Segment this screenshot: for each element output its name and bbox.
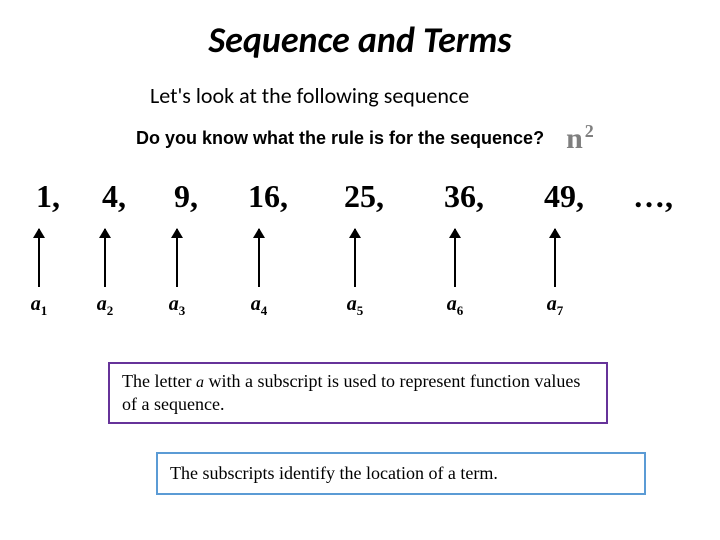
arrow-icon (176, 229, 178, 287)
seq-value: …, (633, 178, 673, 215)
subtitle: Let's look at the following sequence (150, 82, 720, 109)
arrow-icon (454, 229, 456, 287)
note1-italic-a: a (196, 374, 204, 391)
a-label: a5 (347, 293, 364, 319)
rule-formula: n2 (566, 121, 594, 156)
a-label: a1 (31, 293, 48, 319)
a-label: a2 (97, 293, 114, 319)
rule-base: n (566, 122, 583, 155)
seq-value: 49, (544, 178, 584, 215)
a-label: a7 (547, 293, 564, 319)
a-label: a3 (169, 293, 186, 319)
arrow-icon (354, 229, 356, 287)
a-label: a6 (447, 293, 464, 319)
arrow-icon (104, 229, 106, 287)
slide-title: Sequence and Terms (0, 0, 720, 62)
arrow-icon (554, 229, 556, 287)
seq-col: 9, a3 (150, 178, 222, 319)
arrow-icon (38, 229, 40, 287)
question-text: Do you know what the rule is for the seq… (136, 128, 544, 149)
seq-col: 16, a4 (222, 178, 314, 319)
seq-value: 1, (36, 178, 60, 215)
seq-value: 4, (102, 178, 126, 215)
seq-value: 16, (248, 178, 288, 215)
seq-value: 9, (174, 178, 198, 215)
a-label: a4 (251, 293, 268, 319)
seq-col: 4, a2 (78, 178, 150, 319)
seq-col: 49, a7 (514, 178, 614, 319)
sequence-row: 1, a1 4, a2 9, a3 16, a4 25, a5 36, a6 4… (0, 178, 720, 319)
seq-col: 25, a5 (314, 178, 414, 319)
seq-col: 36, a6 (414, 178, 514, 319)
seq-col: …, (614, 178, 692, 319)
seq-value: 36, (444, 178, 484, 215)
arrow-icon (258, 229, 260, 287)
note1-part1: The letter (122, 371, 196, 391)
note-box-1: The letter a with a subscript is used to… (108, 362, 608, 424)
rule-exponent: 2 (585, 121, 594, 141)
question-row: Do you know what the rule is for the seq… (136, 117, 720, 152)
seq-value: 25, (344, 178, 384, 215)
seq-col: 1, a1 (18, 178, 78, 319)
note-box-2: The subscripts identify the location of … (156, 452, 646, 495)
